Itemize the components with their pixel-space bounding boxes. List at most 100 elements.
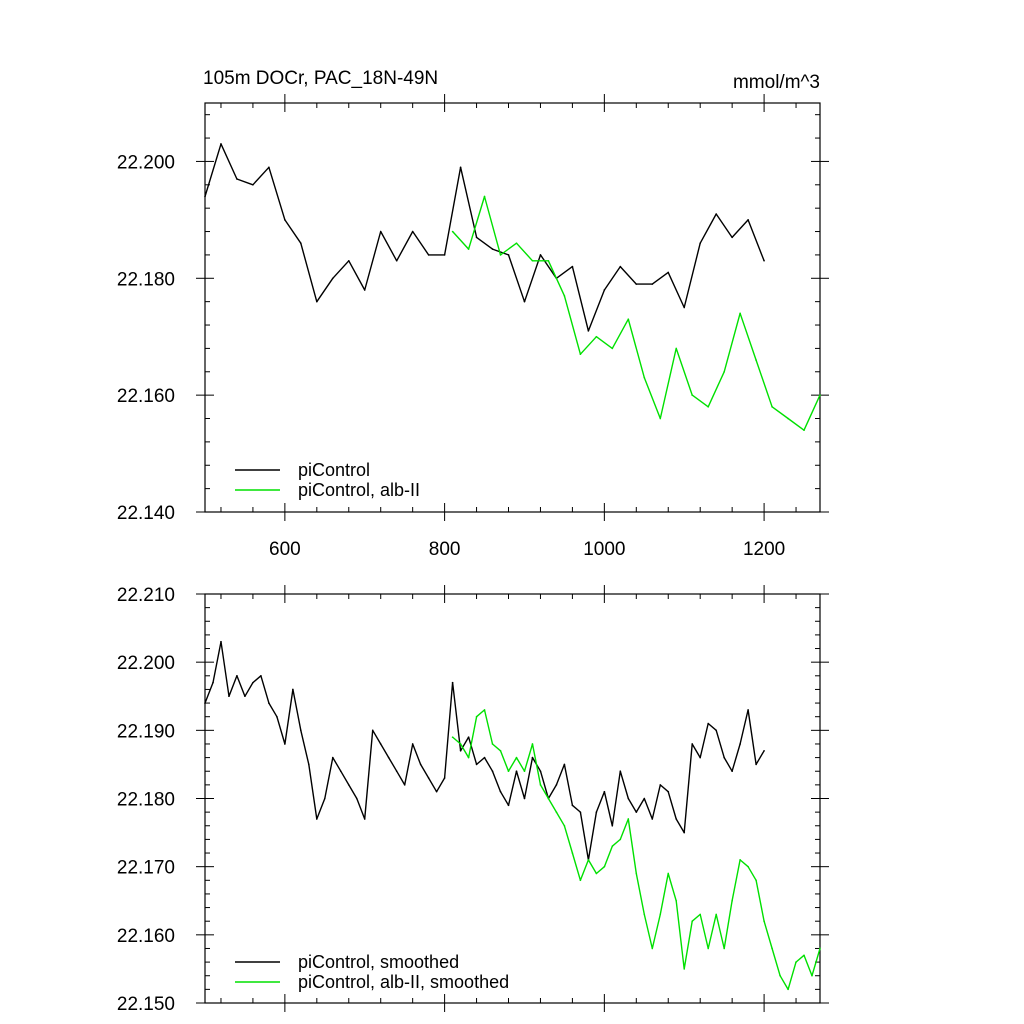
data-point	[699, 756, 701, 759]
data-point	[324, 797, 326, 800]
y-tick-label: 22.170	[117, 858, 175, 879]
data-point	[443, 777, 446, 779]
data-point	[347, 259, 350, 262]
data-point	[787, 417, 789, 420]
data-point	[651, 947, 654, 950]
y-tick-label: 22.200	[117, 152, 175, 173]
data-point	[731, 236, 733, 239]
data-point	[611, 845, 614, 848]
data-point	[236, 675, 238, 677]
data-point	[523, 300, 526, 303]
data-point	[755, 359, 757, 361]
data-point	[803, 429, 805, 432]
data-point	[451, 736, 454, 738]
data-point	[276, 715, 278, 718]
data-point	[515, 770, 518, 773]
data-point	[252, 681, 254, 684]
data-point	[739, 743, 741, 745]
data-point	[819, 947, 821, 950]
data-point	[563, 763, 566, 766]
data-point	[587, 859, 590, 861]
data-point	[723, 370, 725, 373]
y-tick-label: 22.190	[117, 721, 175, 742]
data-point	[292, 688, 294, 691]
data-point	[236, 178, 238, 180]
data-point	[531, 756, 534, 759]
legend-label: piControl	[298, 460, 370, 480]
data-point	[707, 722, 709, 725]
data-point	[515, 756, 518, 759]
data-point	[539, 770, 542, 773]
data-point	[499, 749, 502, 752]
data-point	[308, 763, 310, 766]
data-point	[379, 743, 382, 745]
data-point	[395, 259, 398, 262]
data-point	[204, 702, 206, 704]
y-tick-label: 22.180	[117, 790, 175, 811]
data-point	[355, 797, 358, 800]
data-point	[643, 376, 646, 379]
y-tick-label: 22.160	[117, 926, 175, 947]
data-point	[531, 259, 534, 262]
data-point	[619, 265, 622, 268]
figure-units: mmol/m^3	[733, 72, 820, 93]
data-point	[507, 804, 510, 807]
data-point	[547, 259, 550, 262]
data-point	[635, 872, 638, 875]
data-point	[699, 242, 701, 245]
data-point	[603, 865, 606, 868]
y-tick-label: 22.140	[117, 503, 175, 524]
data-point	[467, 736, 470, 738]
data-point	[363, 818, 366, 820]
data-point	[715, 913, 717, 916]
data-point	[635, 283, 638, 285]
figure-title: 105m DOCr, PAC_18N-49N	[203, 68, 438, 89]
data-point	[763, 259, 765, 262]
data-point	[683, 968, 686, 970]
legend-label: piControl, alb-II	[298, 480, 420, 500]
data-point	[467, 248, 470, 250]
data-point	[595, 872, 598, 875]
data-point	[547, 797, 550, 800]
data-point	[555, 811, 558, 813]
data-point	[419, 763, 422, 766]
data-point	[347, 784, 350, 786]
data-point	[579, 811, 582, 813]
data-point	[427, 254, 430, 256]
data-point	[723, 756, 725, 759]
data-point	[643, 797, 646, 800]
data-point	[667, 271, 670, 274]
data-point	[204, 195, 206, 198]
data-point	[339, 770, 342, 773]
data-point	[411, 743, 414, 745]
data-point	[643, 913, 646, 916]
data-point	[667, 872, 670, 875]
data-point	[483, 709, 486, 711]
top-panel: 600 800 1000 1200 22.140 22.160 22.180 22.200 pi…	[117, 94, 829, 560]
data-point	[795, 961, 797, 963]
data-point	[268, 702, 270, 704]
data-point	[451, 230, 454, 233]
data-point	[395, 770, 398, 773]
data-point	[739, 312, 741, 315]
data-point	[771, 947, 773, 950]
series-line-1	[452, 709, 821, 991]
x-tick-label: 1200	[743, 539, 785, 560]
data-point	[635, 811, 638, 813]
data-point	[523, 770, 526, 773]
data-point	[571, 265, 574, 268]
data-point	[707, 406, 709, 408]
data-point	[539, 784, 542, 786]
data-point	[411, 230, 414, 233]
data-point	[803, 954, 805, 957]
data-point	[587, 330, 590, 332]
data-point	[363, 289, 366, 291]
data-point	[459, 749, 462, 752]
y-tick-label: 22.200	[117, 653, 175, 674]
data-point	[331, 277, 334, 280]
x-tick-label: 800	[429, 539, 461, 560]
data-point	[667, 790, 670, 793]
data-point	[300, 242, 302, 245]
data-point	[651, 818, 654, 820]
